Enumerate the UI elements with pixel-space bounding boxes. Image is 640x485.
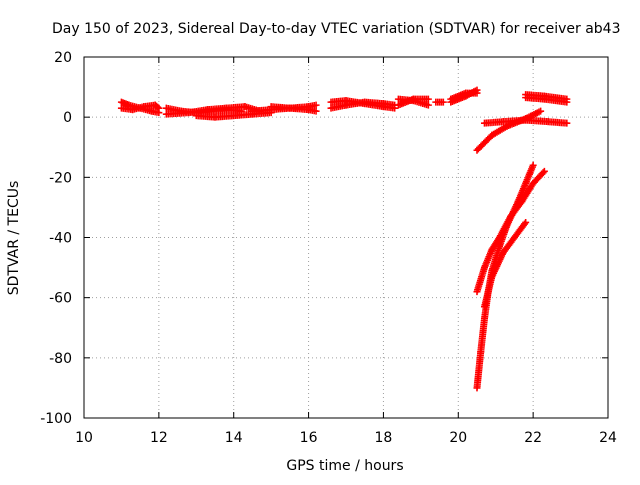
data-point	[529, 161, 537, 169]
x-tick-label: 14	[225, 430, 243, 446]
x-tick-label: 18	[375, 430, 393, 446]
data-series	[522, 94, 571, 106]
data-series	[447, 89, 481, 103]
y-axis-label: SDTVAR / TECUs	[6, 181, 22, 296]
y-axis: -100 -80 -60 -40 -20 0 20	[40, 50, 608, 427]
y-tick-label: 0	[63, 110, 72, 126]
data-series	[473, 167, 548, 296]
data-point	[522, 218, 530, 226]
data-series	[480, 218, 530, 311]
y-tick-label: -60	[49, 291, 72, 307]
data-point	[563, 119, 571, 127]
data-point	[424, 101, 432, 109]
y-tick-label: -100	[40, 411, 72, 427]
data-point	[537, 107, 545, 115]
data-point	[312, 101, 320, 109]
data-point	[391, 104, 399, 112]
data-point	[521, 220, 529, 228]
x-tick-label: 10	[75, 430, 93, 446]
data-series	[162, 103, 264, 118]
data-point	[154, 103, 162, 111]
data-series	[394, 95, 432, 109]
data-point	[424, 95, 432, 103]
x-tick-label: 20	[449, 430, 467, 446]
data-point	[473, 89, 481, 97]
data-series	[473, 107, 545, 154]
data-series	[327, 97, 399, 112]
y-tick-label: -80	[49, 351, 72, 367]
data-point	[540, 167, 548, 175]
x-tick-label: 16	[300, 430, 318, 446]
x-tick-label: 22	[524, 430, 542, 446]
y-tick-label: -40	[49, 231, 72, 247]
plot-frame	[83, 56, 609, 419]
grid	[84, 57, 608, 418]
data-series	[480, 116, 571, 127]
x-tick-label: 24	[599, 430, 617, 446]
chart-title: Day 150 of 2023, Sidereal Day-to-day VTE…	[52, 21, 621, 37]
y-tick-label: -20	[49, 170, 72, 186]
x-tick-label: 12	[150, 430, 168, 446]
data-point	[563, 98, 571, 106]
x-axis: 10 12 14 16 18 20 22 24	[75, 57, 617, 446]
y-tick-label: 20	[54, 50, 72, 66]
data-series	[117, 101, 163, 114]
data-point	[439, 98, 447, 106]
data-point	[539, 169, 547, 177]
data-marks	[117, 86, 571, 392]
x-axis-label: GPS time / hours	[286, 458, 403, 474]
data-point	[312, 107, 320, 115]
data-series	[432, 98, 447, 106]
data-point	[155, 104, 163, 112]
data-series	[267, 103, 320, 115]
